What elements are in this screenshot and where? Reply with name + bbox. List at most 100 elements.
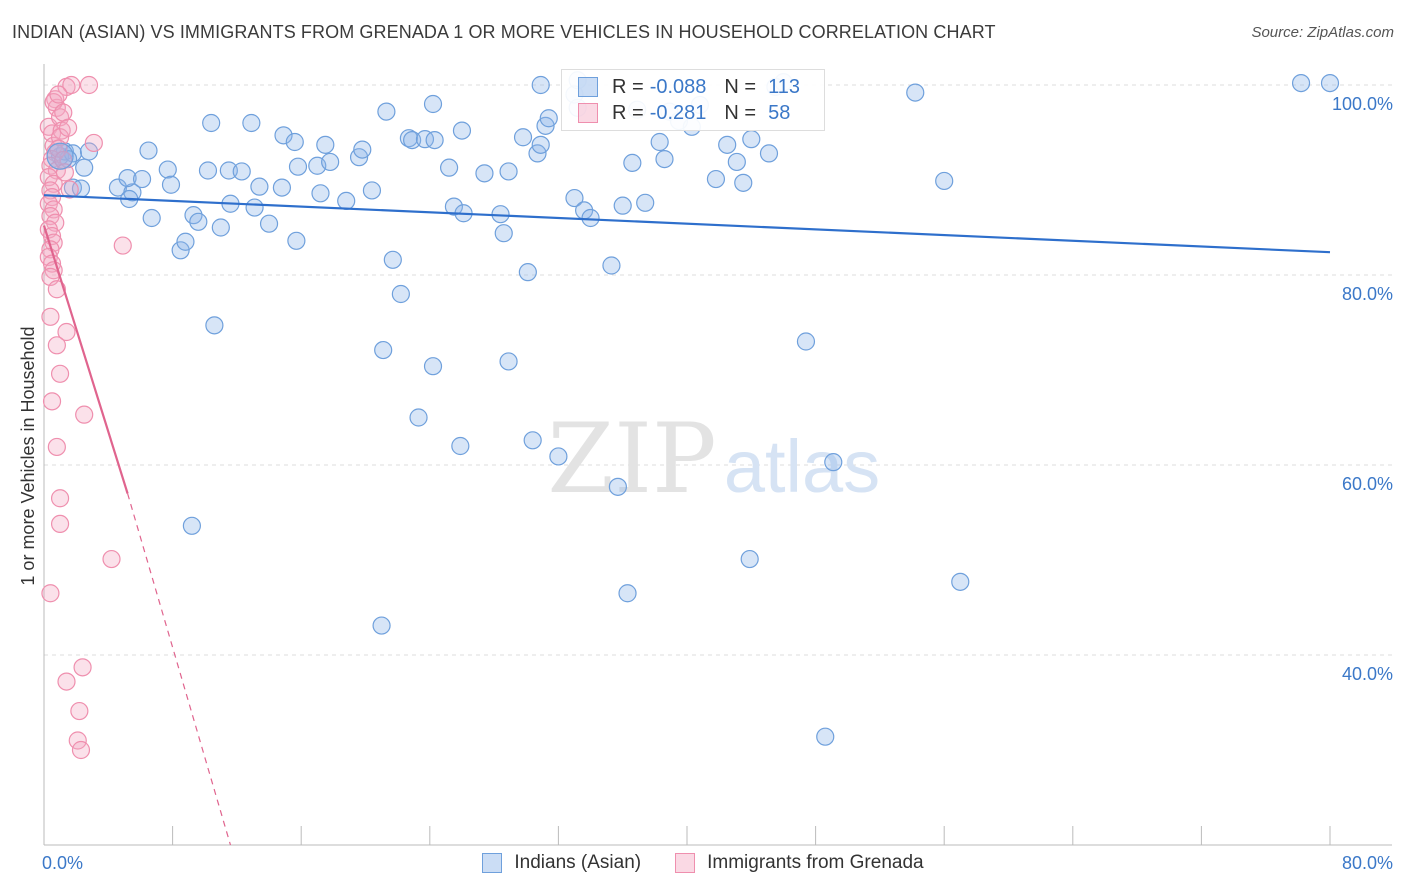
point-grenada xyxy=(50,364,70,383)
point-indians xyxy=(242,113,261,133)
point-indians xyxy=(205,316,224,335)
point-indians xyxy=(499,162,518,181)
point-indians xyxy=(452,121,472,140)
point-indians xyxy=(608,477,627,496)
legend-r-label: R = xyxy=(612,75,644,98)
trend-lines xyxy=(42,194,1331,846)
point-grenada xyxy=(57,322,76,342)
point-indians xyxy=(259,214,279,233)
point-indians xyxy=(513,128,533,147)
legend-n-label: N = xyxy=(724,75,757,98)
point-indians xyxy=(288,157,308,176)
legend-n-label: N = xyxy=(724,101,757,124)
point-indians xyxy=(824,453,843,472)
watermark-zip: ZIP xyxy=(547,403,716,515)
point-indians xyxy=(391,284,410,304)
point-grenada xyxy=(75,405,94,424)
point-indians xyxy=(219,161,238,180)
point-indians xyxy=(623,153,642,172)
point-grenada xyxy=(47,437,66,457)
point-indians xyxy=(409,408,428,427)
point-grenada xyxy=(79,75,99,95)
point-indians xyxy=(1320,73,1340,93)
point-indians xyxy=(475,164,494,183)
legend-n-value: 113 xyxy=(768,75,800,98)
point-indians xyxy=(46,142,74,170)
point-grenada xyxy=(70,701,89,721)
x-tick-label-min: 0.0% xyxy=(42,853,83,873)
point-indians xyxy=(444,197,464,216)
point-grenada xyxy=(102,549,121,569)
point-indians xyxy=(79,142,99,161)
point-indians xyxy=(211,218,230,237)
point-indians xyxy=(816,727,835,746)
point-indians xyxy=(321,152,340,172)
point-indians xyxy=(759,144,779,163)
point-grenada xyxy=(71,740,91,760)
point-indians xyxy=(796,332,816,351)
point-indians xyxy=(353,140,372,159)
y-axis-label: 1 or more Vehicles in Household xyxy=(18,326,38,585)
source-label: Source: ZipAtlas.com xyxy=(1251,24,1394,41)
point-indians xyxy=(734,173,753,192)
point-indians xyxy=(403,131,422,150)
point-indians xyxy=(494,224,513,243)
point-grenada xyxy=(49,85,68,104)
point-indians xyxy=(636,193,655,212)
data-points xyxy=(39,71,1340,760)
point-indians xyxy=(75,158,94,177)
point-indians xyxy=(202,113,221,133)
point-indians xyxy=(108,178,128,197)
point-grenada xyxy=(113,236,132,255)
point-grenada xyxy=(73,658,92,677)
point-indians xyxy=(272,178,292,197)
point-indians xyxy=(176,232,195,251)
point-indians xyxy=(132,169,152,189)
point-grenada xyxy=(54,103,73,122)
point-indians xyxy=(650,132,669,152)
chart-title: INDIAN (ASIAN) VS IMMIGRANTS FROM GRENAD… xyxy=(12,22,996,42)
point-grenada xyxy=(60,180,79,199)
trend-line-grenada-extension xyxy=(127,493,232,846)
y-tick-label: 60.0% xyxy=(1342,474,1393,494)
point-indians xyxy=(451,436,470,456)
trend-line-grenada xyxy=(42,225,129,494)
stats-legend: R = -0.088 N = 113 R = -0.281 N = 58 xyxy=(561,69,825,131)
point-indians xyxy=(158,160,177,179)
point-indians xyxy=(425,131,444,150)
point-indians xyxy=(232,162,251,181)
point-indians xyxy=(1291,73,1311,93)
point-indians xyxy=(374,340,393,360)
point-indians xyxy=(372,616,391,635)
point-indians xyxy=(171,241,190,260)
point-indians xyxy=(523,431,542,450)
point-indians xyxy=(399,129,419,148)
point-indians xyxy=(311,184,330,203)
point-indians xyxy=(581,208,600,228)
y-tick-label: 100.0% xyxy=(1332,94,1393,114)
point-indians xyxy=(142,208,161,228)
point-indians xyxy=(531,75,550,95)
legend-item-indians[interactable]: Indians (Asian) xyxy=(482,852,641,874)
point-indians xyxy=(423,357,443,376)
point-grenada xyxy=(59,118,78,137)
legend-item-grenada[interactable]: Immigrants from Grenada xyxy=(675,852,924,874)
point-indians xyxy=(565,188,584,208)
watermark: ZIP atlas xyxy=(547,403,880,515)
point-indians xyxy=(383,250,402,269)
point-grenada xyxy=(62,75,81,95)
point-indians xyxy=(906,83,925,102)
legend-r-value: -0.088 xyxy=(649,75,707,98)
point-indians xyxy=(423,94,443,114)
legend-r-label: R = xyxy=(612,101,644,124)
x-tick-label-max: 80.0% xyxy=(1342,853,1393,873)
legend-swatch-pink xyxy=(578,103,598,123)
point-indians xyxy=(618,584,637,603)
point-grenada xyxy=(50,489,70,508)
point-grenada xyxy=(47,336,66,355)
legend-row-indians: R = -0.088 N = 113 xyxy=(578,75,800,99)
point-indians xyxy=(161,175,181,194)
point-indians xyxy=(935,171,954,191)
watermark-atlas: atlas xyxy=(724,425,880,508)
